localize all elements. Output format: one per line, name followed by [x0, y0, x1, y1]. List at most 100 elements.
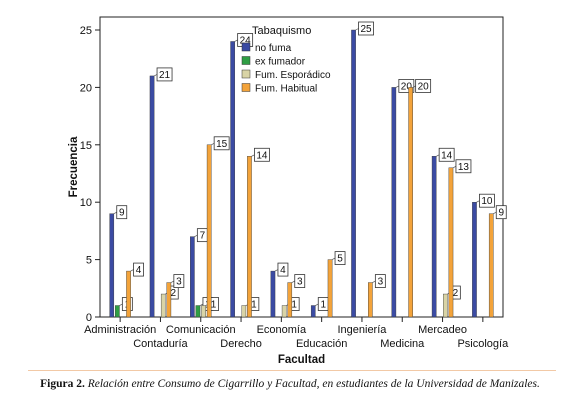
y-tick-label: 5	[86, 255, 92, 267]
bar	[472, 201, 477, 318]
chart: 0510152025FrecuenciaAdministraciónContad…	[68, 16, 509, 366]
bar	[443, 293, 448, 318]
y-axis-label: Frecuencia	[68, 136, 80, 197]
bar	[391, 87, 397, 318]
data-label: 9	[498, 208, 504, 219]
callout-box	[374, 274, 386, 288]
callout-box	[334, 251, 346, 266]
data-label: 14	[441, 150, 453, 161]
callout-box	[294, 274, 306, 288]
bar	[230, 41, 235, 318]
data-label: 4	[136, 265, 142, 276]
caption-label: Figura 2.	[40, 378, 85, 390]
callout-line	[199, 303, 204, 306]
bar	[408, 87, 413, 318]
data-label: 1	[251, 300, 257, 311]
x-tick-label: Mercadeo	[418, 324, 467, 336]
bar	[115, 305, 120, 318]
x-tick-label: Medicina	[380, 338, 425, 350]
legend-swatch	[241, 83, 251, 92]
x-axis-label: Facultad	[278, 354, 325, 366]
bar	[488, 213, 494, 318]
callout-line	[372, 280, 376, 283]
bar	[160, 293, 166, 318]
bar	[201, 305, 206, 318]
callout-line	[251, 154, 255, 157]
callout-line	[395, 85, 400, 88]
data-label: 9	[119, 208, 125, 219]
x-tick-label: Derecho	[220, 338, 262, 350]
x-tick-label: Ingeniería	[337, 324, 387, 336]
caption-rule	[28, 370, 556, 371]
data-label: 1	[211, 300, 217, 311]
legend-label: no fuma	[255, 43, 292, 54]
callout-line	[291, 280, 295, 283]
x-tick-label: Psicología	[457, 338, 509, 350]
data-label: 13	[458, 162, 470, 173]
callout-line	[153, 74, 158, 77]
callout-box	[479, 193, 495, 208]
bar	[270, 270, 276, 318]
callout-line	[412, 85, 416, 88]
x-tick-label: Educación	[296, 338, 347, 350]
data-label: 25	[360, 24, 372, 35]
caption-text: Relación entre Consumo de Cigarrillo y F…	[87, 378, 540, 390]
y-tick-label: 20	[80, 82, 92, 94]
data-label: 1	[320, 300, 326, 311]
callout-line	[170, 280, 175, 283]
callout-line	[436, 154, 440, 157]
data-label: 20	[418, 81, 430, 92]
callout-box	[133, 262, 144, 277]
callout-box	[495, 205, 507, 220]
callout-line	[355, 28, 359, 31]
bar	[448, 167, 454, 318]
bar	[287, 282, 293, 318]
callout-line	[476, 200, 480, 203]
callout-box	[277, 262, 289, 277]
data-label: 24	[240, 35, 252, 46]
legend-swatch	[241, 42, 251, 52]
y-tick-label: 10	[80, 197, 92, 209]
data-label: 21	[159, 70, 171, 81]
bar	[126, 270, 131, 318]
callout-box	[358, 21, 374, 36]
bar	[166, 282, 172, 318]
data-label: 1	[291, 300, 297, 311]
legend-label: Fum. Habitual	[255, 84, 317, 95]
callout-line	[452, 165, 457, 169]
callout-line	[113, 211, 117, 214]
y-tick-label: 0	[86, 312, 92, 324]
data-label: 10	[481, 196, 493, 207]
bar	[310, 305, 316, 318]
data-label: 4	[280, 265, 286, 276]
bar	[368, 282, 373, 318]
bar	[190, 236, 195, 318]
callout-box	[254, 147, 270, 162]
callout-box	[173, 274, 185, 288]
legend-label: ex fumador	[255, 57, 306, 68]
x-tick-label: Economía	[257, 324, 307, 336]
callout-line	[194, 234, 198, 237]
callout-box	[116, 205, 128, 220]
legend-swatch	[241, 56, 251, 65]
data-label: 14	[256, 150, 268, 161]
figure-caption: Figura 2. Relación entre Consumo de Ciga…	[0, 378, 580, 390]
bar	[195, 305, 201, 318]
legend-label: Fum. Esporádico	[255, 70, 331, 81]
bar	[206, 144, 212, 318]
bar	[247, 156, 252, 318]
callout-box	[415, 79, 432, 93]
bar	[281, 305, 287, 318]
legend-title: Tabaquismo	[252, 25, 311, 37]
callout-line	[211, 142, 215, 146]
x-tick-label: Comunicación	[166, 324, 236, 336]
data-label: 2	[453, 288, 459, 299]
callout-line	[315, 303, 319, 306]
callout-line	[234, 39, 238, 42]
callout-line	[119, 303, 123, 306]
legend-swatch	[241, 69, 251, 79]
x-tick-label: Contaduría	[133, 338, 188, 350]
bar	[109, 213, 115, 318]
data-label: 3	[176, 277, 182, 288]
callout-line	[274, 269, 279, 272]
